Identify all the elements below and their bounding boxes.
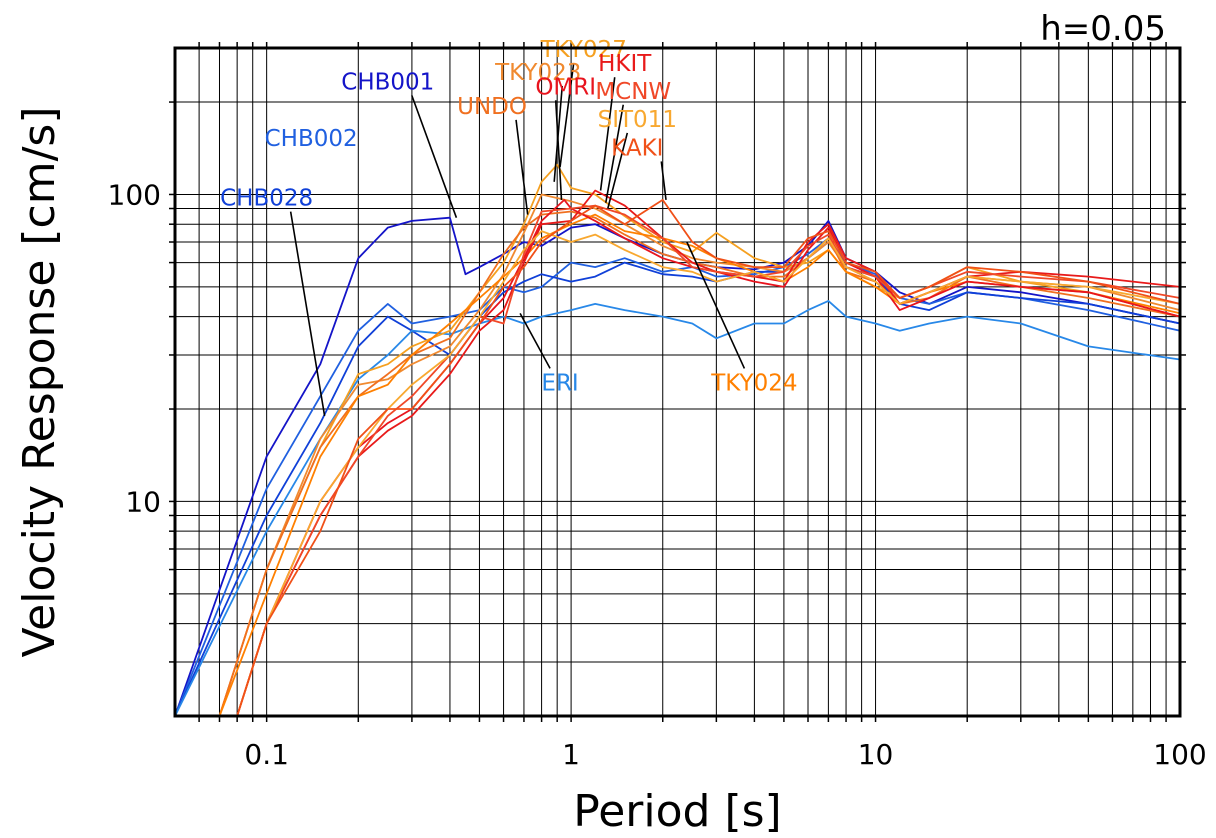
y-axis-title: Velocity Response [cm/s] (14, 106, 65, 657)
grid (169, 42, 1186, 722)
leader-line-tky027 (559, 63, 575, 167)
series-lines (174, 163, 1181, 717)
leader-line-undo (515, 119, 529, 215)
station-label-kaki: KAKI (611, 135, 663, 161)
leader-line-chb001 (411, 95, 458, 218)
label-leader-lines (289, 63, 746, 416)
x-tick-label: 10 (858, 738, 894, 771)
leader-line-eri (519, 312, 551, 369)
leader-line-mcnw (605, 104, 625, 203)
leader-line-kaki (660, 161, 667, 201)
x-axis-title: Period [s] (573, 786, 781, 837)
y-tick-label: 100 (108, 178, 161, 211)
station-label-hkit: HKIT (598, 51, 652, 77)
leader-line-hkit (599, 77, 616, 191)
series-line-sit011 (175, 230, 1181, 717)
series-line-omri (175, 199, 1181, 717)
station-label-sit011: SIT011 (598, 107, 677, 133)
leader-line-sit011 (607, 132, 629, 209)
series-line-kaki (175, 199, 1181, 717)
station-label-eri: ERI (541, 370, 578, 396)
tick-labels: 0.1 1 10 100 10 100 (108, 178, 1207, 771)
station-label-tky023: TKY023 (494, 60, 581, 86)
damping-annotation: h=0.05 (1040, 9, 1166, 49)
station-label-tky027: TKY027 (540, 37, 627, 63)
plot-frame (173, 46, 1182, 718)
station-label-tky024: TKY024 (710, 370, 797, 396)
series-line-eri (174, 300, 1181, 717)
x-tick-label: 1 (562, 738, 580, 771)
station-label-chb002: CHB002 (265, 126, 358, 152)
series-line-tky024 (175, 213, 1181, 717)
station-label-mcnw: MCNW (595, 79, 671, 105)
station-label-chb028: CHB028 (220, 186, 313, 212)
y-tick-label: 10 (125, 485, 161, 518)
series-line-chb002 (174, 237, 1181, 717)
leader-line-omri (554, 100, 563, 200)
station-label-chb001: CHB001 (341, 69, 434, 95)
series-line-chb028 (174, 241, 1181, 717)
station-label-undo: UNDO (457, 94, 527, 120)
x-tick-label: 0.1 (244, 738, 289, 771)
leader-line-chb028 (289, 211, 326, 416)
leader-line-tky024 (686, 241, 746, 369)
station-label-omri: OMRI (535, 74, 596, 100)
x-tick-label: 100 (1153, 738, 1206, 771)
series-line-chb001 (174, 216, 1181, 717)
